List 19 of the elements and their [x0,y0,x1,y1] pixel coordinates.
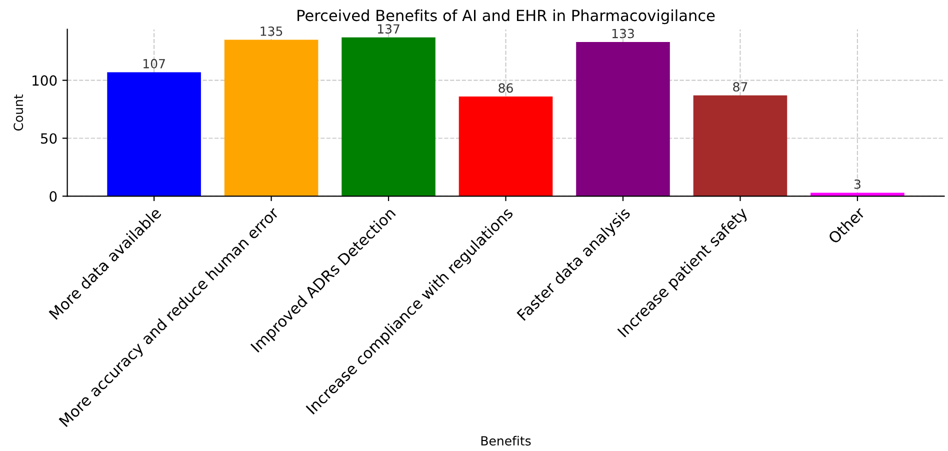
chart-title: Perceived Benefits of AI and EHR in Pharmacovigilance [298,9,715,24]
bar [224,40,318,196]
bar [693,95,788,196]
y-tick-label: 50 [40,133,57,144]
data-label: 133 [612,28,634,38]
y-tick-label: 0 [50,191,57,202]
data-label: 137 [378,24,400,34]
bar [576,42,670,196]
data-label: 107 [144,58,165,68]
x-axis-title: Benefits [481,436,531,446]
bar [107,72,201,196]
data-label: 3 [854,179,860,189]
data-label: 86 [498,83,513,93]
data-label: 135 [260,26,282,36]
bar [342,37,436,196]
y-tick-label: 100 [32,75,57,86]
bar [458,96,553,196]
y-axis-title: Count [14,94,24,131]
data-label: 87 [733,82,748,92]
